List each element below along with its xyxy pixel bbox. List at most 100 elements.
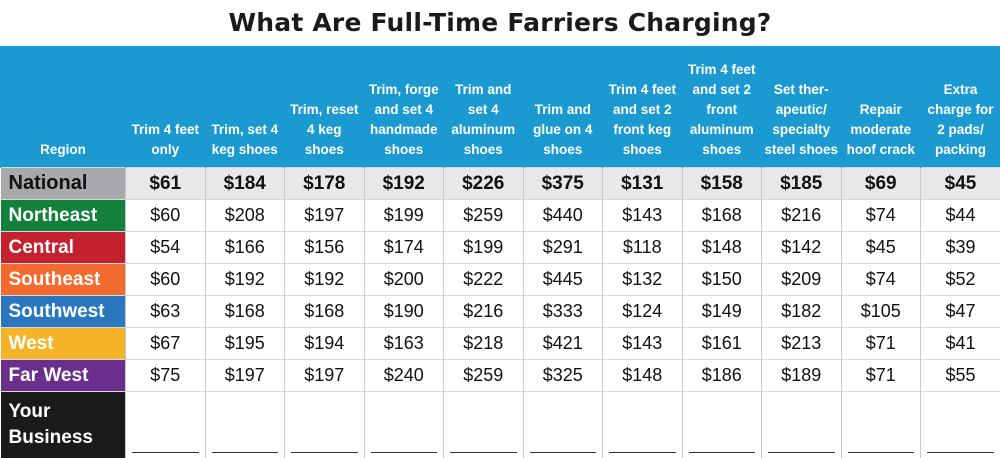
price-cell: $445 [523, 264, 603, 296]
column-header: Trim, set 4 keg shoes [205, 46, 285, 168]
column-header: Repair moderate hoof crack [841, 46, 921, 168]
price-cell: $375 [523, 168, 603, 200]
blank-entry-cell[interactable] [762, 392, 842, 458]
price-cell: $44 [921, 200, 1000, 232]
price-cell: $226 [444, 168, 524, 200]
price-cell: $131 [603, 168, 683, 200]
price-cell: $69 [841, 168, 921, 200]
price-cell: $105 [841, 296, 921, 328]
write-in-line [530, 451, 597, 453]
price-cell: $178 [285, 168, 365, 200]
column-header: Trim 4 feet only [126, 46, 206, 168]
blank-entry-cell[interactable] [603, 392, 683, 458]
table-row: West$67$195$194$163$218$421$143$161$213$… [1, 328, 1000, 360]
column-header: Trim, forge and set 4 handmade shoes [364, 46, 444, 168]
price-cell: $74 [841, 200, 921, 232]
price-cell: $208 [205, 200, 285, 232]
column-header: Trim 4 feet and set 2 front keg shoes [603, 46, 683, 168]
blank-entry-cell[interactable] [444, 392, 524, 458]
region-label: Southeast [1, 264, 126, 296]
price-cell: $195 [205, 328, 285, 360]
blank-entry-cell[interactable] [523, 392, 603, 458]
column-header: Set ther-apeutic/ specialty steel shoes [762, 46, 842, 168]
price-cell: $168 [682, 200, 762, 232]
write-in-line [768, 451, 835, 453]
table-row: Southeast$60$192$192$200$222$445$132$150… [1, 264, 1000, 296]
price-cell: $197 [285, 200, 365, 232]
column-header: Trim and set 4 aluminum shoes [444, 46, 524, 168]
price-cell: $259 [444, 200, 524, 232]
price-cell: $47 [921, 296, 1000, 328]
price-cell: $174 [364, 232, 444, 264]
price-cell: $148 [603, 360, 683, 392]
price-cell: $209 [762, 264, 842, 296]
price-cell: $333 [523, 296, 603, 328]
region-label: Far West [1, 360, 126, 392]
price-cell: $75 [126, 360, 206, 392]
blank-entry-cell[interactable] [205, 392, 285, 458]
table-body: National$61$184$178$192$226$375$131$158$… [1, 168, 1000, 458]
price-cell: $199 [364, 200, 444, 232]
price-cell: $142 [762, 232, 842, 264]
price-cell: $194 [285, 328, 365, 360]
write-in-line [450, 451, 517, 453]
blank-entry-cell[interactable] [126, 392, 206, 458]
price-cell: $216 [444, 296, 524, 328]
table-row: National$61$184$178$192$226$375$131$158$… [1, 168, 1000, 200]
price-cell: $186 [682, 360, 762, 392]
price-cell: $184 [205, 168, 285, 200]
price-cell: $185 [762, 168, 842, 200]
write-in-line [689, 451, 756, 453]
write-in-line [212, 451, 279, 453]
price-cell: $156 [285, 232, 365, 264]
price-cell: $240 [364, 360, 444, 392]
price-cell: $60 [126, 264, 206, 296]
price-cell: $143 [603, 200, 683, 232]
region-label: West [1, 328, 126, 360]
price-cell: $440 [523, 200, 603, 232]
column-header: Extra charge for 2 pads/ packing [921, 46, 1000, 168]
price-cell: $124 [603, 296, 683, 328]
price-cell: $132 [603, 264, 683, 296]
price-cell: $63 [126, 296, 206, 328]
price-cell: $216 [762, 200, 842, 232]
price-cell: $200 [364, 264, 444, 296]
price-cell: $192 [205, 264, 285, 296]
region-label: Central [1, 232, 126, 264]
price-cell: $61 [126, 168, 206, 200]
price-cell: $192 [285, 264, 365, 296]
blank-entry-cell[interactable] [841, 392, 921, 458]
price-cell: $118 [603, 232, 683, 264]
price-cell: $325 [523, 360, 603, 392]
price-cell: $143 [603, 328, 683, 360]
region-label: Northeast [1, 200, 126, 232]
price-cell: $222 [444, 264, 524, 296]
blank-entry-cell[interactable] [921, 392, 1000, 458]
price-cell: $149 [682, 296, 762, 328]
price-cell: $67 [126, 328, 206, 360]
price-cell: $218 [444, 328, 524, 360]
price-cell: $60 [126, 200, 206, 232]
column-header: Trim, reset 4 keg shoes [285, 46, 365, 168]
price-cell: $39 [921, 232, 1000, 264]
price-cell: $74 [841, 264, 921, 296]
price-cell: $168 [285, 296, 365, 328]
blank-entry-cell[interactable] [285, 392, 365, 458]
price-cell: $55 [921, 360, 1000, 392]
price-table: Region Trim 4 feet only Trim, set 4 keg … [0, 46, 1000, 458]
blank-entry-cell[interactable] [682, 392, 762, 458]
price-cell: $71 [841, 328, 921, 360]
price-cell: $71 [841, 360, 921, 392]
write-in-line [371, 451, 438, 453]
column-header: Trim and glue on 4 shoes [523, 46, 603, 168]
price-cell: $421 [523, 328, 603, 360]
price-cell: $150 [682, 264, 762, 296]
write-in-line [291, 451, 358, 453]
write-in-line [132, 451, 199, 453]
blank-entry-cell[interactable] [364, 392, 444, 458]
column-header: Region [1, 46, 126, 168]
price-cell: $54 [126, 232, 206, 264]
price-cell: $259 [444, 360, 524, 392]
table-row: Southwest$63$168$168$190$216$333$124$149… [1, 296, 1000, 328]
